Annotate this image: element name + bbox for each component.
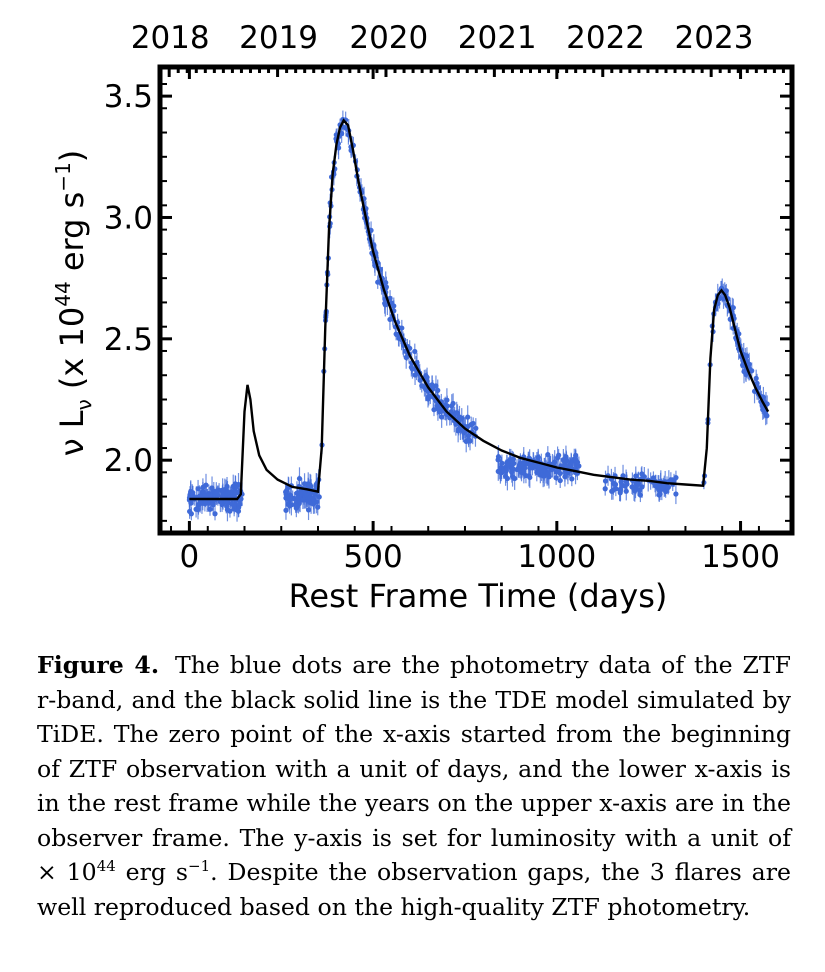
- figure-label: Figure 4.: [37, 651, 160, 679]
- y-axis-ticks: 2.0 2.5 3.0 3.5: [104, 79, 792, 479]
- y-axis-title-unit-exponent: −1: [51, 162, 75, 191]
- y-axis-title-exponent: 44: [51, 281, 75, 306]
- data-point-188: [296, 467, 303, 490]
- data-point-650: [435, 379, 441, 402]
- data-point-267: [569, 471, 575, 487]
- data-point-191: [294, 500, 300, 513]
- y-tick-label-0: 2.0: [104, 443, 153, 479]
- top-year-label-2018: 2018: [131, 20, 210, 56]
- top-year-label-2019: 2019: [239, 20, 318, 56]
- top-year-label-2022: 2022: [566, 20, 645, 56]
- data-point-382: [602, 481, 608, 496]
- data-point-172: [288, 494, 294, 516]
- data-point-581: [465, 405, 471, 429]
- caption-text-2: erg s: [115, 858, 189, 886]
- data-point-93: [195, 479, 201, 498]
- x-axis-title: Rest Frame Time (days): [289, 577, 668, 615]
- data-point-318: [567, 457, 573, 477]
- data-point-640: [409, 359, 415, 379]
- x-tick-label-2: 1000: [517, 539, 596, 575]
- data-point-420: [612, 477, 619, 492]
- data-point-358: [495, 449, 501, 471]
- y-tick-label-3: 3.5: [104, 79, 153, 115]
- data-point-357: [521, 464, 527, 480]
- data-point-398: [617, 483, 623, 502]
- data-point-203: [310, 491, 316, 506]
- data-point-611: [393, 327, 399, 341]
- caption-exponent-1: 44: [96, 857, 116, 876]
- data-point-433: [657, 488, 663, 501]
- caption-text-3: . Despite the observation gaps, the 3 fl…: [37, 858, 791, 921]
- data-point-573: [468, 416, 474, 433]
- minor-ticks: [160, 82, 792, 533]
- data-point-642: [389, 296, 395, 310]
- data-point-103: [193, 501, 199, 518]
- top-year-label-2020: 2020: [349, 20, 428, 56]
- data-point-113: [214, 486, 220, 500]
- data-point-333: [573, 448, 579, 463]
- y-axis-title-close: ): [53, 150, 91, 162]
- x-tick-label-1: 500: [344, 539, 403, 575]
- y-axis-title-subscript: ν: [72, 399, 96, 410]
- y-axis-title-unit: erg s: [53, 192, 91, 282]
- data-point-204: [283, 482, 289, 502]
- data-point-633: [412, 364, 418, 386]
- data-point-412: [673, 483, 679, 505]
- data-point-423: [673, 470, 679, 485]
- top-year-label-2023: 2023: [675, 20, 754, 56]
- y-axis-title-main: ν L: [53, 410, 91, 456]
- x-tick-label-0: 0: [180, 539, 200, 575]
- x-axis-ticks: 0 500 1000 1500: [180, 67, 780, 575]
- data-point-647: [387, 308, 393, 331]
- data-point-356: [562, 459, 569, 473]
- data-point-112: [217, 491, 223, 513]
- data-point-634: [399, 319, 405, 337]
- caption-exponent-2: −1: [188, 857, 211, 876]
- data-point-118: [210, 494, 216, 516]
- data-point-416: [633, 466, 639, 486]
- data-point-361: [536, 463, 542, 478]
- data-point-421: [629, 479, 635, 494]
- photometry-points: [186, 110, 770, 522]
- data-point-116: [232, 483, 238, 504]
- data-point-515: [412, 343, 418, 360]
- data-point-574: [465, 426, 472, 446]
- y-axis-title: ν Lν (x 1044 erg s−1): [51, 150, 96, 457]
- data-point-201: [295, 489, 301, 506]
- top-year-label-2021: 2021: [458, 20, 537, 56]
- caption-text-1: The blue dots are the photometry data of…: [37, 651, 792, 886]
- data-point-364: [532, 455, 538, 476]
- data-point-114: [224, 476, 230, 496]
- data-point-643: [431, 403, 437, 417]
- data-point-362: [501, 463, 507, 479]
- tde-model-line: [189, 118, 770, 501]
- luminosity-chart: 0 500 1000 1500 2.02.53.03.5 2018 2019 2020 20…: [51, 20, 795, 615]
- top-year-axis: 2018 2019 2020 2021 2022 2023: [131, 20, 785, 77]
- y-tick-label-2: 3.0: [104, 200, 153, 236]
- figure-caption: Figure 4. The blue dots are the photomet…: [37, 648, 791, 924]
- data-point-419: [668, 472, 674, 488]
- data-point-289: [553, 470, 559, 485]
- data-point-434: [622, 478, 628, 494]
- data-point-97: [207, 486, 213, 504]
- data-point-175: [283, 500, 289, 520]
- y-tick-label-1: 2.5: [104, 322, 153, 358]
- data-point-566: [419, 379, 425, 393]
- data-point-342: [556, 449, 562, 462]
- data-point-425: [636, 483, 643, 497]
- data-point-418: [632, 480, 638, 502]
- plot-frame: [157, 64, 795, 536]
- x-tick-label-3: 1500: [701, 539, 780, 575]
- y-axis-title-mid: (x 10: [53, 307, 91, 399]
